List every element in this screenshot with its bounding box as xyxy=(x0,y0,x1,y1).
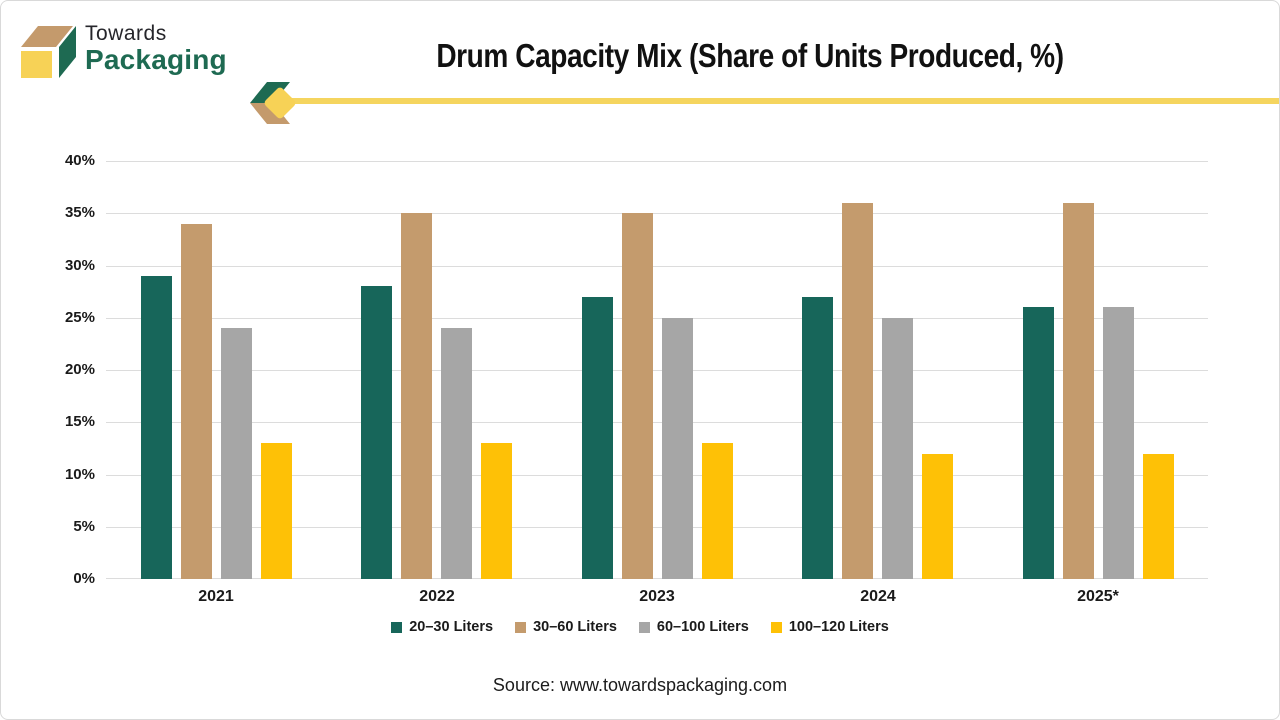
gridline-5 xyxy=(106,527,1208,528)
y-axis-labels: 0% 5% 10% 15% 20% 25% 30% 35% 40% xyxy=(1,152,95,587)
bar-2021-series-1 xyxy=(181,224,212,579)
bar-2023-series-3 xyxy=(702,443,733,579)
bar-2025-series-0 xyxy=(1023,307,1054,579)
legend-item-0: 20–30 Liters xyxy=(391,619,493,635)
y-tick-label-15: 15% xyxy=(64,413,95,430)
ornament-green-facet xyxy=(250,82,290,103)
x-tick-label-2021: 2021 xyxy=(198,588,234,605)
legend-swatch-0 xyxy=(391,621,403,633)
y-tick-label-40: 40% xyxy=(64,152,95,169)
x-tick-label-2023: 2023 xyxy=(639,588,675,605)
bar-2022-series-2 xyxy=(441,328,472,579)
bar-2022-series-3 xyxy=(481,443,512,579)
gridline-15 xyxy=(106,422,1208,423)
legend-label-2: 60–100 Liters xyxy=(656,619,749,635)
ornament-tan-facet xyxy=(250,103,290,124)
logo-box-front-face xyxy=(21,51,52,78)
bar-2024-series-2 xyxy=(882,318,913,579)
bar-2025-series-3 xyxy=(1143,454,1174,579)
gridline-40 xyxy=(106,161,1208,162)
header-divider-line xyxy=(290,98,1279,104)
brand-logo-icon xyxy=(21,26,76,78)
y-tick-label-10: 10% xyxy=(64,466,95,483)
x-axis-labels: 2021 2022 2023 2024 2025* xyxy=(106,588,1208,608)
y-tick-label-35: 35% xyxy=(64,204,95,221)
gridline-25 xyxy=(106,318,1208,319)
gridline-0 xyxy=(106,578,1208,579)
y-tick-label-25: 25% xyxy=(64,309,95,326)
x-tick-label-2025: 2025* xyxy=(1077,588,1119,605)
y-tick-label-30: 30% xyxy=(64,257,95,274)
bar-2023-series-2 xyxy=(662,318,693,579)
legend-swatch-3 xyxy=(770,621,782,633)
bar-2021-series-3 xyxy=(261,443,292,579)
logo-box-top-face xyxy=(21,26,73,47)
ornament-yellow-diamond xyxy=(264,87,296,119)
bar-2021-series-2 xyxy=(221,328,252,579)
bar-2024-series-3 xyxy=(922,454,953,579)
brand-name-top: Towards xyxy=(85,22,167,45)
legend-label-0: 20–30 Liters xyxy=(409,619,494,635)
bar-2023-series-1 xyxy=(622,213,653,579)
legend-label-1: 30–60 Liters xyxy=(533,619,617,635)
gridline-20 xyxy=(106,370,1208,371)
logo-box-right-face xyxy=(59,26,76,78)
bar-2024-series-0 xyxy=(802,297,833,579)
y-tick-label-5: 5% xyxy=(73,518,95,535)
legend-item-3: 100–120 Liters xyxy=(770,619,889,635)
x-tick-label-2022: 2022 xyxy=(419,588,455,605)
chart-title: Drum Capacity Mix (Share of Units Produc… xyxy=(436,37,1064,74)
legend-swatch-1 xyxy=(515,621,527,633)
bar-2021-series-0 xyxy=(141,276,172,579)
bar-2025-series-2 xyxy=(1103,307,1134,579)
chart-legend: 20–30 Liters 30–60 Liters 60–100 Liters 100… xyxy=(1,619,1279,635)
gridline-35 xyxy=(106,213,1208,214)
legend-item-1: 30–60 Liters xyxy=(515,619,617,635)
gridline-30 xyxy=(106,266,1208,267)
bar-2022-series-1 xyxy=(401,213,432,579)
legend-label-3: 100–120 Liters xyxy=(788,619,889,635)
bar-2022-series-0 xyxy=(361,286,392,579)
source-attribution: Source: www.towardspackaging.com xyxy=(492,675,788,695)
y-tick-label-20: 20% xyxy=(64,361,95,378)
plot-area xyxy=(106,161,1208,579)
bar-2023-series-0 xyxy=(582,297,613,579)
header-diamond-ornament xyxy=(250,82,296,124)
bar-2024-series-1 xyxy=(842,203,873,579)
bar-2025-series-1 xyxy=(1063,203,1094,579)
brand-wordmark: Towards Packaging xyxy=(85,22,227,76)
gridline-10 xyxy=(106,475,1208,476)
legend-item-2: 60–100 Liters xyxy=(638,619,749,635)
legend-swatch-2 xyxy=(638,621,650,633)
x-tick-label-2024: 2024 xyxy=(860,588,896,605)
y-tick-label-0: 0% xyxy=(73,570,95,587)
brand-name-bottom: Packaging xyxy=(85,44,227,76)
